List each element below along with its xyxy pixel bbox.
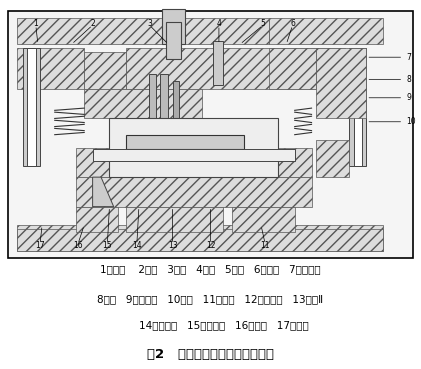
Text: 8: 8 <box>406 75 411 84</box>
Bar <box>17 229 383 251</box>
Bar <box>126 135 244 149</box>
Bar <box>269 18 383 44</box>
Bar <box>76 148 312 177</box>
Text: 8侧板   9导柱导套   10凹模   11下模座   12活动斜楔   13弹簧Ⅱ: 8侧板 9导柱导套 10凹模 11下模座 12活动斜楔 13弹簧Ⅱ <box>97 294 324 304</box>
Bar <box>23 48 40 166</box>
Bar <box>316 48 366 118</box>
Bar <box>109 118 278 177</box>
Bar <box>232 207 295 232</box>
Bar <box>84 52 126 89</box>
Bar <box>8 11 413 258</box>
Text: 3: 3 <box>147 20 152 28</box>
Bar <box>126 48 345 89</box>
Text: 17: 17 <box>35 241 45 250</box>
Text: 图2   支承座三工序复合冲压模具: 图2 支承座三工序复合冲压模具 <box>147 348 274 361</box>
Bar <box>76 207 118 232</box>
Bar <box>17 225 383 251</box>
Bar <box>27 48 36 166</box>
Bar <box>349 48 366 166</box>
Text: 5: 5 <box>261 20 266 28</box>
Text: 1安装板    2弹簧   3模柄   4拉杆   5工件   6上模座   7固定斜楔: 1安装板 2弹簧 3模柄 4拉杆 5工件 6上模座 7固定斜楔 <box>100 264 321 275</box>
Text: 6: 6 <box>290 20 295 28</box>
Bar <box>213 41 223 85</box>
Text: 4: 4 <box>216 20 221 28</box>
Bar <box>269 48 316 89</box>
Text: 14成形凸模   15冲孔凸模   16压料板   17定位销: 14成形凸模 15冲孔凸模 16压料板 17定位销 <box>113 320 308 330</box>
Polygon shape <box>93 177 114 207</box>
Text: 10: 10 <box>406 117 416 126</box>
Bar <box>166 22 181 59</box>
Bar <box>354 48 362 166</box>
Text: 7: 7 <box>406 53 411 62</box>
Text: 14: 14 <box>132 241 141 250</box>
Text: 12: 12 <box>206 241 215 250</box>
Text: 9: 9 <box>406 93 411 102</box>
Bar <box>17 18 269 44</box>
Bar <box>93 149 295 161</box>
Bar <box>149 74 156 148</box>
Text: 16: 16 <box>73 241 83 250</box>
Text: 11: 11 <box>261 241 270 250</box>
Text: 13: 13 <box>168 241 177 250</box>
Bar <box>173 81 179 140</box>
Text: 2: 2 <box>90 20 95 28</box>
Text: 15: 15 <box>103 241 112 250</box>
Bar <box>84 89 202 118</box>
Bar <box>316 140 349 177</box>
Bar <box>76 177 312 207</box>
Bar <box>162 9 185 44</box>
Bar <box>17 48 84 89</box>
Bar <box>126 207 223 232</box>
Text: 1: 1 <box>33 20 38 28</box>
Bar <box>160 74 168 140</box>
